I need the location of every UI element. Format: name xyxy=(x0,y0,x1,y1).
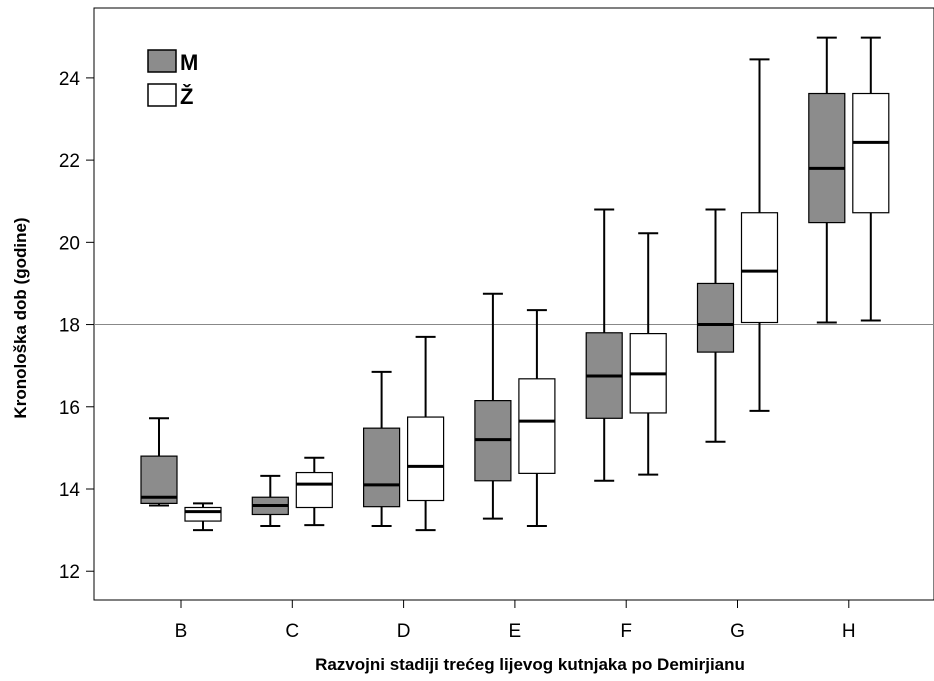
box-body xyxy=(740,212,779,324)
box-M-D xyxy=(363,370,401,527)
box-M-B xyxy=(140,417,178,507)
y-axis-title: Kronološka dob (godine) xyxy=(11,217,30,418)
box-M-H xyxy=(808,36,846,324)
box-body xyxy=(518,378,556,474)
x-tick-label: H xyxy=(842,621,856,642)
box-body xyxy=(696,282,735,353)
box-body xyxy=(184,506,222,522)
box-Ž-B xyxy=(184,502,222,532)
box-body xyxy=(295,471,333,509)
legend-label-z: Ž xyxy=(180,84,193,109)
box-Ž-E xyxy=(518,309,556,527)
legend: M Ž xyxy=(147,49,198,109)
y-tick-label: 18 xyxy=(59,316,80,337)
box-group xyxy=(140,36,890,532)
y-tick-label: 20 xyxy=(59,233,80,254)
y-tick-label: 12 xyxy=(59,562,80,583)
plot-area xyxy=(93,7,934,601)
box-M-F xyxy=(585,208,623,482)
x-tick-label: C xyxy=(285,621,299,642)
x-tick-label: B xyxy=(175,621,188,642)
y-tick-label: 24 xyxy=(59,69,81,90)
x-axis-title: Razvojni stadiji trećeg lijevog kutnjaka… xyxy=(315,655,745,674)
box-M-G xyxy=(696,208,735,443)
x-tick-label: G xyxy=(730,621,745,642)
box-M-C xyxy=(251,474,289,527)
legend-swatch-m xyxy=(147,49,177,73)
x-tick-label: F xyxy=(620,621,632,642)
box-Ž-F xyxy=(629,232,667,476)
y-tick-label: 22 xyxy=(59,151,80,172)
box-Ž-H xyxy=(852,36,890,322)
box-M-E xyxy=(474,292,512,520)
box-body xyxy=(407,416,445,502)
box-body xyxy=(140,455,178,504)
box-Ž-D xyxy=(407,335,445,532)
box-Ž-C xyxy=(295,456,333,527)
legend-label-m: M xyxy=(180,50,198,75)
legend-swatch-z xyxy=(147,83,177,107)
y-tick-label: 16 xyxy=(59,398,80,419)
x-tick-label: D xyxy=(397,621,411,642)
box-body xyxy=(808,92,846,224)
box-body xyxy=(852,92,890,214)
x-tick-label: E xyxy=(509,621,522,642)
y-axis: 12 14 16 18 20 22 24 xyxy=(59,69,94,583)
x-axis: B C D E F G H xyxy=(175,600,856,642)
box-body xyxy=(363,427,401,508)
y-tick-label: 14 xyxy=(59,480,81,501)
box-Ž-G xyxy=(740,58,779,412)
